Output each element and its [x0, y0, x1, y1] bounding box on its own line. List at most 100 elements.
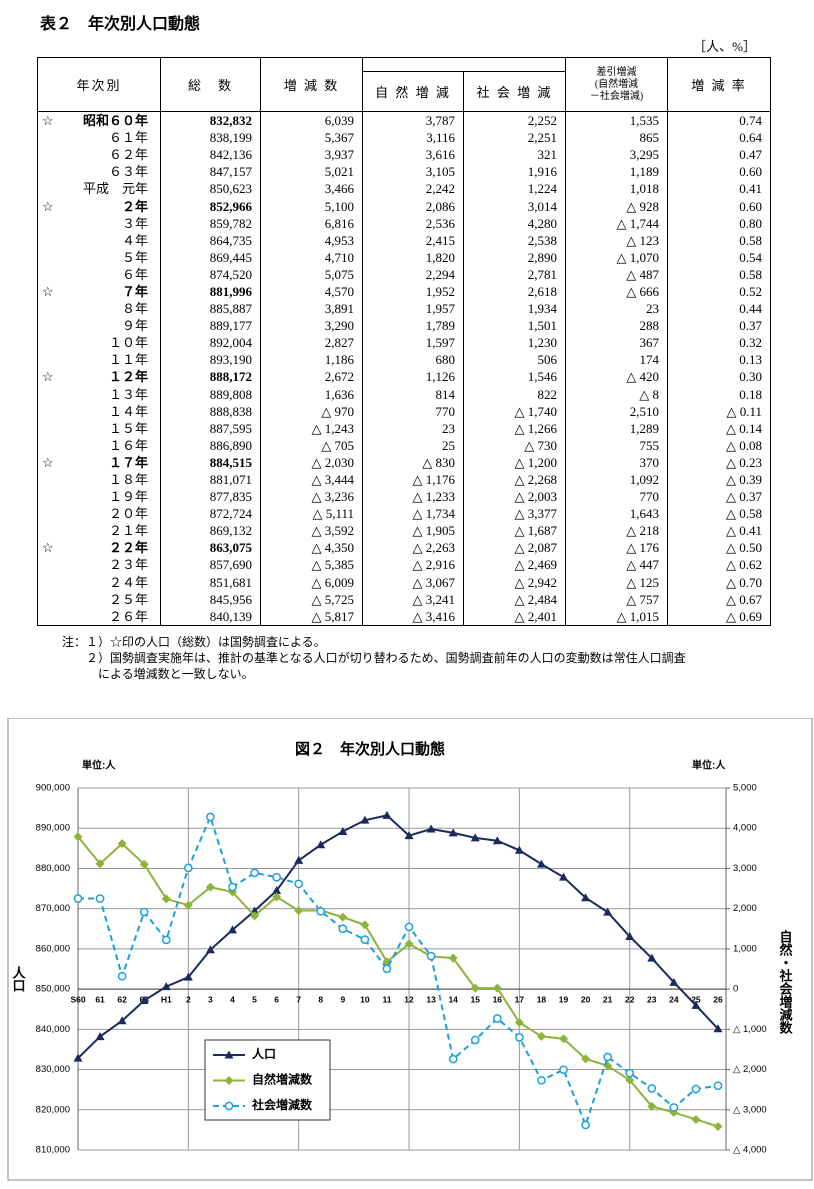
table-row: ３年 859,782 6,816 2,536 4,280 △ 1,744 0.80 [37, 214, 771, 232]
cell: 0.64 [667, 129, 771, 147]
cell: △ 176 [565, 539, 668, 557]
marker [228, 882, 237, 892]
table-row: ☆ 昭和６０年 832,832 6,039 3,787 2,252 1,535 0.74 [37, 111, 771, 130]
cell: 2,251 [463, 129, 566, 147]
cell: △ 0.62 [667, 556, 771, 574]
cell: 2,890 [463, 248, 566, 266]
year-label: ２２年 [108, 540, 148, 556]
cell: 864,735 [160, 231, 261, 249]
year-label: ７年 [121, 283, 148, 299]
x-tick-label: 3 [208, 994, 213, 1004]
marker [448, 1054, 458, 1064]
cell: 874,520 [160, 265, 261, 283]
marker [603, 907, 613, 916]
table-row: ８年 885,887 3,891 1,957 1,934 23 0.44 [37, 300, 771, 318]
x-tick-label: 17 [515, 994, 525, 1004]
cell: △ 1,744 [565, 214, 668, 232]
year-cell: ☆ 昭和６０年 [37, 111, 161, 130]
cell: 288 [565, 317, 668, 335]
cell: 1,535 [565, 111, 668, 130]
cell: 887,595 [160, 419, 261, 437]
cell: 889,808 [160, 385, 261, 403]
cell: 888,172 [160, 368, 261, 386]
marker [691, 1084, 701, 1094]
legend-label: 人口 [252, 1046, 276, 1061]
cell: 859,782 [160, 214, 261, 232]
year-wrap: １０年 [42, 334, 148, 351]
cell: 2,781 [463, 265, 566, 283]
x-tick-label: 11 [382, 994, 391, 1004]
cell: 0.47 [667, 146, 771, 164]
year-cell: ２５年 [37, 590, 161, 608]
cell: △ 420 [565, 368, 668, 386]
year-label: １１年 [108, 352, 148, 368]
year-label: ２０年 [108, 506, 148, 522]
cell: 0.60 [667, 197, 771, 215]
x-tick-label: 21 [603, 994, 613, 1004]
year-label: ３年 [121, 215, 148, 231]
year-wrap: ☆ ２２年 [42, 539, 148, 556]
header: 増 減 率 [667, 57, 771, 112]
cell: △ 1,070 [565, 248, 668, 266]
marker [404, 939, 414, 949]
x-tick-label: 8 [318, 994, 323, 1004]
x-tick-label: 7 [296, 994, 301, 1004]
cell: △ 2,263 [362, 539, 464, 557]
cell: 0.44 [667, 300, 771, 318]
cell: △ 123 [565, 231, 668, 249]
x-tick-label: 2 [186, 994, 191, 1004]
cell: 0.37 [667, 317, 771, 335]
year-wrap: ６１年 [42, 129, 148, 146]
marker [139, 859, 149, 869]
series-line [77, 814, 719, 1059]
header-blank [362, 57, 566, 72]
year-wrap: ☆ ２年 [42, 198, 148, 215]
cell: 4,710 [260, 248, 363, 266]
cell: △ 5,725 [260, 590, 363, 608]
year-wrap: ２３年 [42, 556, 148, 573]
year-cell: １０年 [37, 334, 161, 352]
cell: 842,136 [160, 146, 261, 164]
cell: 367 [565, 334, 668, 352]
x-tick-label: H1 [161, 994, 172, 1004]
marker [272, 885, 282, 894]
table-row: ２３年 857,690 △ 5,385 △ 2,916 △ 2,469 △ 447 △ 0.… [37, 556, 771, 574]
year-cell: ６２年 [37, 146, 161, 164]
y2-tick-label: △ 2,000 [733, 1064, 767, 1075]
year-wrap: ６年 [42, 266, 148, 283]
cell: △ 3,241 [362, 590, 464, 608]
marker [117, 971, 127, 981]
cell: △ 1,176 [362, 470, 464, 489]
marker [559, 1034, 569, 1044]
year-cell: ９年 [37, 317, 161, 335]
y2-tick-label: 5,000 [733, 783, 757, 794]
cell: △ 1,905 [362, 522, 464, 540]
table-row: ☆ ２２年 863,075 △ 4,350 △ 2,263 △ 2,087 △ 176 △ 0… [37, 539, 771, 557]
table-row: ４年 864,735 4,953 2,415 2,538 △ 123 0.58 [37, 231, 771, 249]
y-unit: 単位:人 [82, 759, 116, 772]
marker [537, 1075, 546, 1085]
year-wrap: ☆ １７年 [42, 454, 148, 471]
cell: △ 5,111 [260, 505, 363, 523]
data-table: 年次別 総 数 増 減 数 差引増減 (自然増減 －社会増減) 増 減 率 自 然 … [37, 57, 771, 626]
year-label: ４年 [121, 232, 148, 248]
year-cell: 平成 元年 [37, 180, 161, 198]
year-label: １３年 [108, 386, 148, 402]
year-cell: ６年 [37, 265, 161, 283]
marker [492, 1014, 502, 1023]
cell: 886,890 [160, 436, 261, 454]
table-row: １５年 887,595 △ 1,243 23 △ 1,266 1,289 △ 0.14 [37, 419, 771, 437]
year-cell: ☆ １７年 [37, 453, 161, 471]
cell: 6,039 [260, 111, 363, 130]
cell: 4,280 [463, 214, 566, 232]
cell: 23 [362, 419, 464, 437]
table-row: ☆ ２年 852,966 5,100 2,086 3,014 △ 928 0.60 [37, 197, 771, 215]
marker [647, 1101, 657, 1111]
table-row: １０年 892,004 2,827 1,597 1,230 367 0.32 [37, 334, 771, 352]
year-label: ２３年 [108, 557, 148, 573]
cell: 3,014 [463, 197, 566, 215]
star-mark: ☆ [42, 454, 54, 470]
year-label: １８年 [108, 472, 148, 488]
cell: 0.41 [667, 180, 771, 198]
